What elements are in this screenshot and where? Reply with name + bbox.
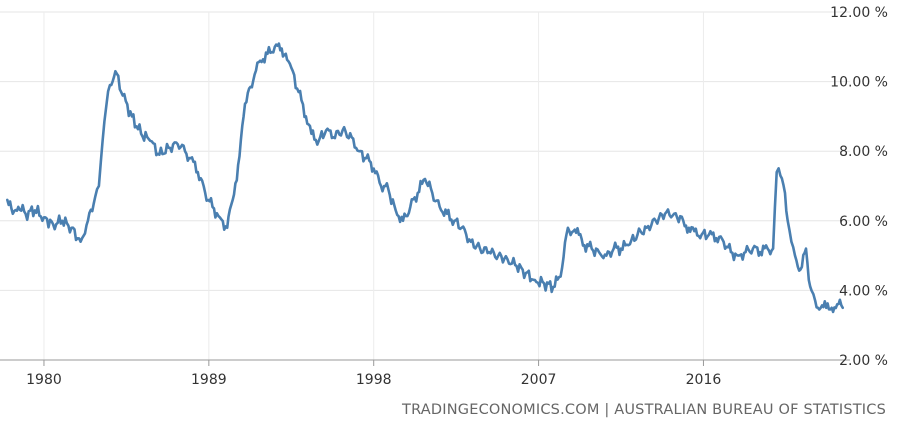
y-tick-label: 10.00 % (830, 75, 888, 91)
x-tick-label: 2007 (521, 372, 557, 388)
x-tick-label: 2016 (686, 372, 722, 388)
series-layer (6, 42, 844, 314)
y-tick-label: 12.00 % (830, 5, 888, 21)
y-tick-labels: 2.00 % 4.00 % 6.00 % 8.00 % 10.00 % 12.00 % (830, 5, 888, 369)
gridlines (0, 11, 850, 360)
y-tick-label: 6.00 % (839, 214, 888, 230)
series-line (6, 42, 844, 314)
y-tick-label: 4.00 % (839, 283, 888, 299)
source-attribution: TRADINGECONOMICS.COM | AUSTRALIAN BUREAU… (402, 402, 886, 418)
x-tick-labels: 1980 1989 1998 2007 2016 (26, 372, 721, 388)
x-tick-label: 1980 (26, 372, 62, 388)
x-axis (0, 359, 850, 366)
y-tick-label: 8.00 % (839, 144, 888, 160)
y-tick-label: 2.00 % (839, 353, 888, 369)
x-tick-label: 1989 (191, 372, 227, 388)
x-tick-label: 1998 (356, 372, 392, 388)
